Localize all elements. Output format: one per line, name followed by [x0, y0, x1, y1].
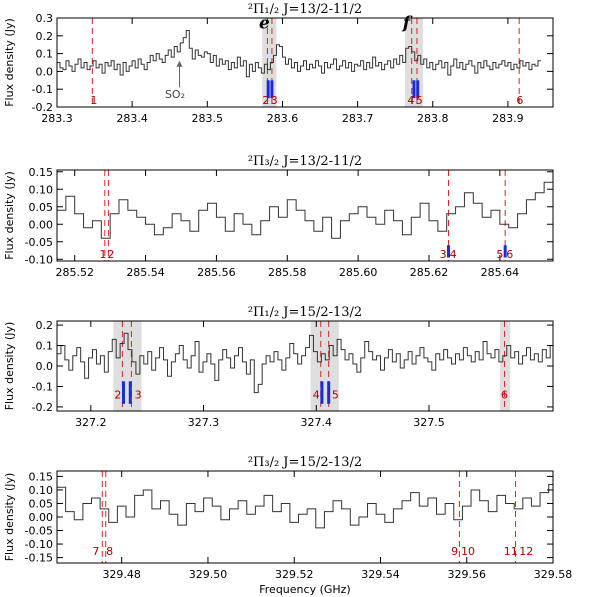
- y-tick-label: -0.2: [32, 401, 53, 414]
- x-tick-label: 327.4: [301, 416, 333, 429]
- line-number-label: 4: [407, 94, 414, 107]
- y-tick-label: 0.1: [36, 340, 54, 353]
- x-tick-label: 329.54: [361, 568, 400, 581]
- x-tick-label: 327.2: [75, 416, 107, 429]
- panel-title: ²Π₃/₂ J=13/2-11/2: [248, 154, 362, 169]
- x-tick-label: 285.52: [55, 266, 94, 279]
- y-tick-label: 0.2: [36, 319, 54, 332]
- line-number-label: 4: [450, 248, 457, 261]
- shaded-region: [500, 321, 511, 411]
- y-tick-label: 0.3: [36, 12, 54, 25]
- y-tick-label: 0.15: [29, 166, 54, 179]
- y-tick-label: 0.15: [29, 470, 54, 483]
- y-tick-label: 0.1: [36, 48, 54, 61]
- y-tick-label: 0.05: [29, 201, 54, 214]
- shaded-region: [113, 321, 142, 411]
- line-number-label: 3: [440, 248, 447, 261]
- y-tick-label: 0.10: [29, 183, 54, 196]
- y-tick-label: -0.1: [32, 380, 53, 393]
- x-tick-label: 285.56: [197, 266, 236, 279]
- line-number-label: 9: [451, 545, 458, 558]
- line-number-label: 2: [107, 248, 114, 261]
- x-tick-label: 283.5: [192, 112, 224, 125]
- x-tick-label: 327.3: [188, 416, 220, 429]
- y-tick-label: 0.05: [29, 497, 54, 510]
- line-number-label: 3: [271, 94, 278, 107]
- line-number-label: 6: [506, 248, 513, 261]
- panel-title: ²Π₁/₂ J=15/2-13/2: [248, 305, 362, 320]
- line-number-label: 12: [519, 545, 533, 558]
- panel-title: ²Π₃/₂ J=15/2-13/2: [248, 455, 362, 470]
- x-tick-label: 329.56: [447, 568, 486, 581]
- panel-4: 329.48 329.50 329.52 329.54 329.56 329.58 -0.1…: [3, 455, 572, 581]
- x-tick-label: 285.54: [126, 266, 165, 279]
- y-tick-label: -0.05: [25, 525, 53, 538]
- line-number-label: 4: [313, 389, 320, 402]
- line-number-label: 5: [416, 94, 423, 107]
- x-tick-label: 283.9: [492, 112, 524, 125]
- line-number-label: 1: [100, 248, 107, 261]
- x-tick-label: 285.60: [339, 266, 378, 279]
- x-tick-label: 329.50: [189, 568, 228, 581]
- y-axis-label: Flux density (Jy): [3, 18, 16, 107]
- x-tick-label: 285.62: [410, 266, 449, 279]
- plot-frame: [56, 169, 554, 262]
- line-number-label: 5: [332, 389, 339, 402]
- line-number-label: 6: [516, 94, 523, 107]
- spectrum-series: [57, 484, 553, 529]
- y-tick-label: -0.05: [25, 236, 53, 249]
- panel-2: 285.52 285.54 285.56 285.58 285.60 285.62 285.…: [3, 154, 554, 279]
- line-number-label: 10: [461, 545, 475, 558]
- line-number-label: 6: [501, 389, 508, 402]
- line-number-label: 7: [92, 545, 99, 558]
- y-tick-label: 0.10: [29, 484, 54, 497]
- y-tick-label: -0.10: [25, 538, 53, 551]
- line-number-label: 8: [106, 545, 113, 558]
- annotation-label: f: [402, 14, 413, 34]
- line-number-label: 11: [504, 545, 518, 558]
- y-tick-label: 0.2: [36, 30, 54, 43]
- y-tick-label: -0.10: [25, 253, 53, 266]
- annotation-label: e: [259, 14, 270, 34]
- y-tick-label: -0.1: [32, 83, 53, 96]
- x-tick-label: 283.6: [267, 112, 299, 125]
- panel-3: 327.2 327.3 327.4 327.5 -0.2 -0.1 0.0 0.1 0.2 Flu…: [3, 305, 554, 429]
- plot-frame: [56, 17, 554, 108]
- x-tick-label: 283.4: [116, 112, 148, 125]
- panel-title: ²Π₁/₂ J=13/2-11/2: [248, 2, 362, 17]
- annotation-label: SO₂: [165, 88, 185, 101]
- x-tick-label: 285.64: [481, 266, 520, 279]
- y-axis-label: Flux density (Jy): [3, 322, 16, 411]
- x-tick-label: 327.5: [413, 416, 445, 429]
- x-tick-label: 329.52: [275, 568, 314, 581]
- y-tick-label: 0.0: [36, 360, 54, 373]
- shaded-region: [310, 321, 339, 411]
- x-axis-label: Frequency (GHz): [259, 583, 350, 596]
- x-tick-label: 283.7: [342, 112, 374, 125]
- y-tick-label: 0.0: [36, 65, 54, 78]
- line-number-label: 3: [135, 389, 142, 402]
- line-number-label: 1: [90, 94, 97, 107]
- y-tick-label: 0.00: [29, 218, 54, 231]
- y-tick-label: -0.2: [32, 101, 53, 114]
- line-number-label: 5: [496, 248, 503, 261]
- x-tick-label: 283.3: [41, 112, 73, 125]
- x-tick-label: 283.8: [417, 112, 449, 125]
- line-number-label: 2: [114, 389, 121, 402]
- spectrum-series: [57, 29, 541, 78]
- y-axis-label: Flux density (Jy): [3, 473, 16, 562]
- arrow-head: [176, 60, 183, 67]
- x-tick-label: 329.58: [534, 568, 573, 581]
- spectrum-series: [57, 332, 553, 394]
- y-tick-label: 0.00: [29, 511, 54, 524]
- line-number-label: 2: [262, 94, 269, 107]
- x-tick-label: 329.48: [102, 568, 141, 581]
- y-axis-label: Flux density (Jy): [3, 171, 16, 260]
- panel-1: 283.3 283.4 283.5 283.6 283.7 283.8 283.9 -0.2 -…: [3, 2, 554, 125]
- spectrum-series: [57, 181, 553, 239]
- x-tick-label: 285.58: [268, 266, 307, 279]
- y-tick-label: -0.15: [25, 552, 53, 565]
